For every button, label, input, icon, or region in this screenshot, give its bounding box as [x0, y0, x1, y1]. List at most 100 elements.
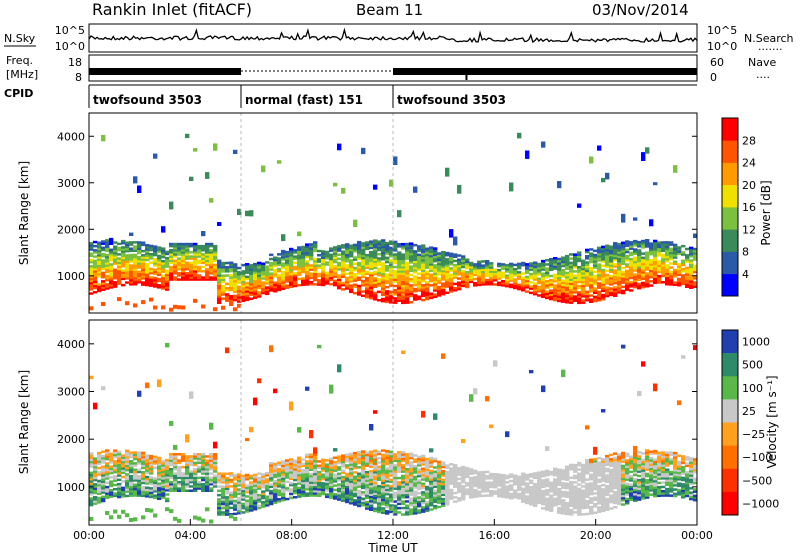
heatmap-cell [157, 486, 162, 490]
heatmap-cell [365, 289, 370, 292]
heatmap-cell [161, 487, 166, 491]
heatmap-cell [277, 474, 282, 477]
heatmap-cell [593, 270, 598, 273]
heatmap-cell [589, 300, 594, 303]
heatmap-cell [505, 489, 510, 493]
heatmap-cell [433, 494, 438, 497]
heatmap-cell [329, 268, 334, 271]
heatmap-cell [609, 253, 614, 257]
heatmap-cell [381, 281, 386, 284]
heatmap-cell [549, 258, 554, 261]
heatmap-cell [213, 249, 218, 252]
heatmap-cell [601, 245, 606, 249]
heatmap-cell [225, 347, 230, 354]
heatmap-cell [521, 276, 526, 279]
heatmap-cell [493, 268, 498, 272]
heatmap-cell [673, 247, 678, 251]
heatmap-cell [405, 457, 410, 460]
heatmap-cell [645, 280, 650, 284]
heatmap-cell [425, 494, 430, 497]
heatmap-cell [285, 271, 290, 275]
heatmap-cell [281, 477, 286, 480]
heatmap-cell [529, 274, 534, 278]
heatmap-cell [273, 482, 278, 485]
heatmap-cell [653, 271, 658, 274]
heatmap-cell [389, 273, 394, 277]
heatmap-cell [545, 480, 550, 483]
heatmap-cell [261, 262, 266, 265]
heatmap-cell [525, 499, 530, 503]
heatmap-cell [533, 485, 538, 488]
heatmap-cell [341, 265, 346, 268]
heatmap-cell [449, 495, 454, 498]
heatmap-cell [541, 259, 546, 263]
heatmap-cell [501, 275, 506, 279]
heatmap-cell [449, 281, 454, 285]
heatmap-cell [397, 483, 402, 486]
heatmap-cell [133, 474, 138, 478]
heatmap-cell [429, 508, 434, 511]
heatmap-cell [413, 512, 418, 515]
cpid-label: CPID [4, 87, 33, 100]
heatmap-cell [373, 184, 378, 190]
heatmap-cell [585, 269, 590, 273]
heatmap-cell [269, 496, 274, 499]
heatmap-cell [373, 453, 378, 457]
heatmap-cell [685, 281, 690, 284]
heatmap-cell [297, 456, 302, 460]
heatmap-cell [369, 288, 374, 292]
heatmap-cell [489, 272, 494, 276]
heatmap-cell [477, 262, 482, 266]
heatmap-cell [373, 460, 378, 463]
heatmap-cell [549, 264, 554, 267]
heatmap-cell [189, 276, 194, 279]
heatmap-cell [185, 485, 190, 488]
heatmap-cell [125, 243, 130, 247]
heatmap-cell [565, 467, 570, 471]
heatmap-cell [289, 249, 294, 253]
heatmap-cell [237, 285, 242, 289]
heatmap-cell [365, 276, 370, 280]
heatmap-cell [141, 477, 146, 480]
heatmap-cell [277, 253, 282, 256]
heatmap-cell [601, 279, 606, 282]
heatmap-cell [681, 282, 686, 286]
heatmap-cell [169, 455, 174, 458]
heatmap-cell [121, 269, 126, 272]
heatmap-cell [409, 497, 414, 501]
heatmap-cell [93, 476, 98, 480]
heatmap-cell [617, 242, 622, 246]
heatmap-cell [257, 472, 262, 475]
heatmap-cell [297, 491, 302, 494]
heatmap-cell [437, 258, 442, 262]
heatmap-cell [357, 453, 362, 456]
heatmap-cell [89, 454, 94, 457]
heatmap-cell [593, 299, 598, 303]
heatmap-cell [109, 271, 114, 275]
heatmap-cell [613, 256, 618, 260]
heatmap-cell [305, 281, 310, 284]
heatmap-cell [661, 245, 666, 248]
heatmap-cell [181, 489, 186, 492]
heatmap-cell [225, 500, 230, 503]
heatmap-cell [217, 268, 222, 271]
heatmap-cell [189, 261, 194, 265]
heatmap-cell [557, 489, 562, 493]
heatmap-cell [157, 277, 162, 281]
heatmap-cell [389, 255, 394, 258]
heatmap-cell [525, 290, 530, 293]
heatmap-cell [257, 498, 262, 501]
heatmap-cell [437, 469, 442, 472]
heatmap-cell [297, 473, 302, 477]
heatmap-cell [229, 288, 234, 292]
heatmap-cell [93, 284, 98, 288]
heatmap-cell [617, 272, 622, 275]
heatmap-cell [441, 485, 446, 488]
heatmap-cell [293, 487, 298, 490]
heatmap-cell [381, 490, 386, 493]
heatmap-cell [541, 272, 546, 275]
heatmap-cell [649, 280, 654, 283]
heatmap-cell [101, 482, 106, 486]
heatmap-cell [281, 270, 286, 274]
heatmap-cell [225, 289, 230, 292]
